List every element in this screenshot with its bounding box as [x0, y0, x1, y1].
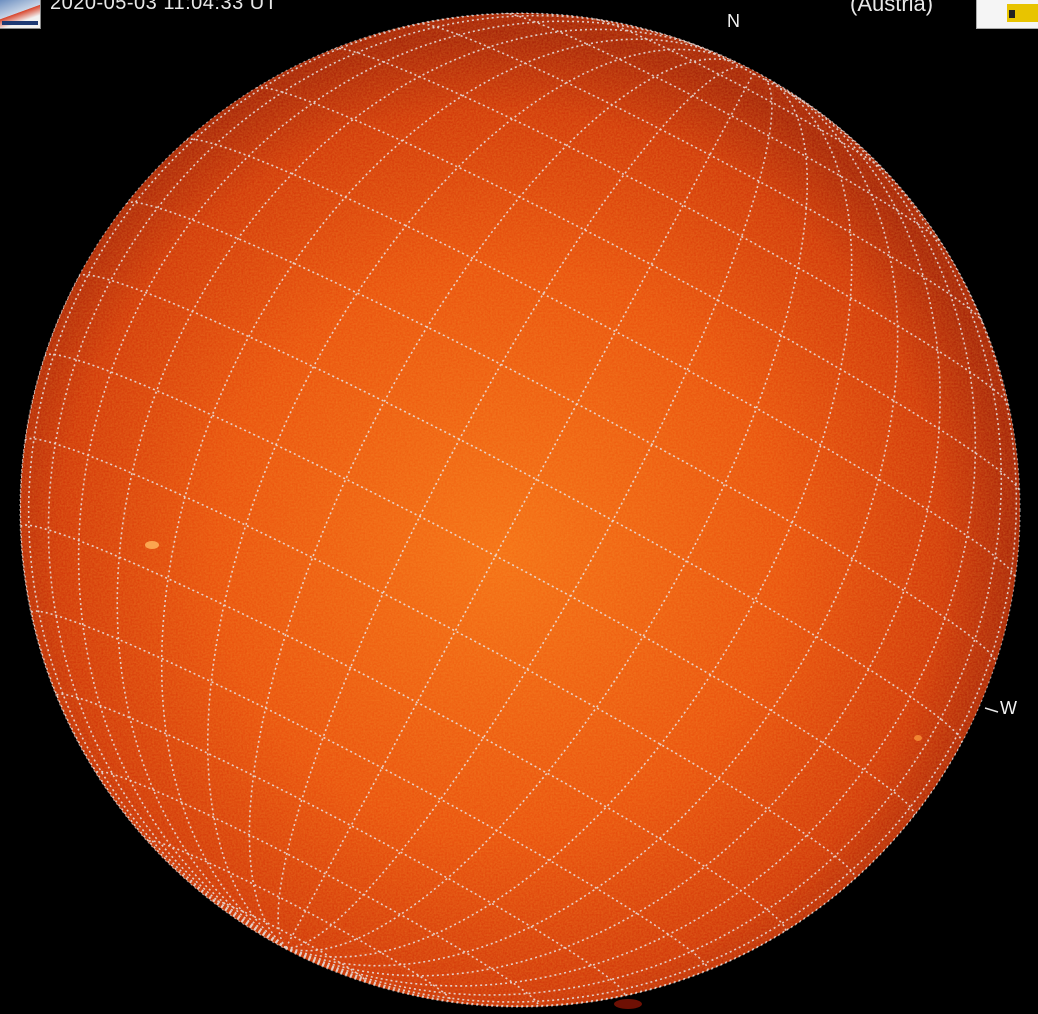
grid-line [30, 610, 709, 971]
west-marker-line [984, 707, 999, 713]
grid-line [185, 138, 1016, 579]
grid-line [417, 22, 984, 323]
north-label: N [727, 11, 740, 31]
grid-line [77, 20, 701, 949]
active-region-spot [145, 541, 159, 549]
west-label: W [1000, 698, 1017, 718]
grid-line [285, 74, 773, 949]
grid-line [160, 38, 725, 949]
sun-limb-outline [19, 12, 1021, 1008]
grid-line [285, 70, 756, 949]
grid-line [27, 13, 576, 949]
grid-line [333, 47, 1010, 406]
active-region-spot [914, 735, 922, 741]
institute-logo-icon [976, 0, 1038, 29]
grid-line [285, 87, 899, 967]
grid-line [277, 65, 749, 949]
grid-line [207, 48, 736, 949]
grid-line [56, 693, 626, 996]
grid-line [47, 14, 665, 949]
grid-line [116, 28, 713, 949]
grid-line [255, 86, 1020, 492]
observation-timestamp: 2020-05-03 11:04:33 UT [50, 0, 278, 14]
grid-line [20, 276, 287, 949]
grid-line [285, 742, 963, 1007]
limb-prominence [614, 999, 642, 1009]
observatory-location: (Austria) [850, 0, 934, 16]
observatory-logo-icon [0, 0, 41, 29]
grid-line [285, 101, 977, 987]
grid-line [148, 840, 452, 1002]
grid-line [285, 94, 941, 977]
grid-line [43, 353, 916, 817]
heliographic-grid [20, 13, 1020, 1007]
